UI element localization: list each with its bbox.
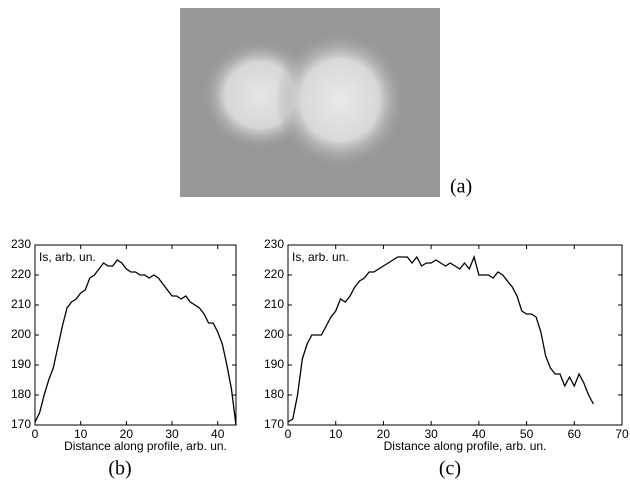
panel-label: (b) xyxy=(108,458,131,480)
y-tick-label: 210 xyxy=(264,297,284,311)
y-tick-label: 170 xyxy=(264,417,284,431)
x-tick-label: 20 xyxy=(377,427,391,441)
blob xyxy=(275,32,405,168)
y-tick-label: 220 xyxy=(264,267,284,281)
x-tick-label: 40 xyxy=(211,427,225,441)
x-tick-label: 70 xyxy=(615,427,629,441)
y-tick-label: 170 xyxy=(11,417,31,431)
y-tick-label: 210 xyxy=(11,297,31,311)
y-tick-label: 180 xyxy=(264,387,284,401)
x-tick-label: 0 xyxy=(32,427,39,441)
y-tick-label: 230 xyxy=(264,237,284,251)
x-tick-label: 20 xyxy=(120,427,134,441)
x-tick-label: 30 xyxy=(165,427,179,441)
x-axis-label: Distance along profile, arb. un. xyxy=(64,439,227,453)
panel-label: (c) xyxy=(439,458,461,480)
x-axis-label: Distance along profile, arb. un. xyxy=(384,439,547,453)
y-tick-label: 220 xyxy=(11,267,31,281)
x-tick-label: 10 xyxy=(74,427,88,441)
x-tick-label: 10 xyxy=(329,427,343,441)
panel-label: (a) xyxy=(450,176,472,198)
data-line xyxy=(287,254,594,423)
y-axis-label: Is, arb. un. xyxy=(292,250,349,264)
y-tick-label: 190 xyxy=(11,357,31,371)
x-tick-label: 50 xyxy=(520,427,534,441)
x-tick-label: 30 xyxy=(424,427,438,441)
x-tick-label: 60 xyxy=(568,427,582,441)
y-tick-label: 200 xyxy=(264,327,284,341)
y-tick-label: 230 xyxy=(11,237,31,251)
data-line xyxy=(34,259,237,426)
plot-frame xyxy=(287,244,623,426)
y-tick-label: 190 xyxy=(264,357,284,371)
y-tick-label: 200 xyxy=(11,327,31,341)
y-axis-label: Is, arb. un. xyxy=(39,250,96,264)
y-tick-label: 180 xyxy=(11,387,31,401)
image-panel xyxy=(180,8,440,197)
x-tick-label: 0 xyxy=(285,427,292,441)
x-tick-label: 40 xyxy=(472,427,486,441)
